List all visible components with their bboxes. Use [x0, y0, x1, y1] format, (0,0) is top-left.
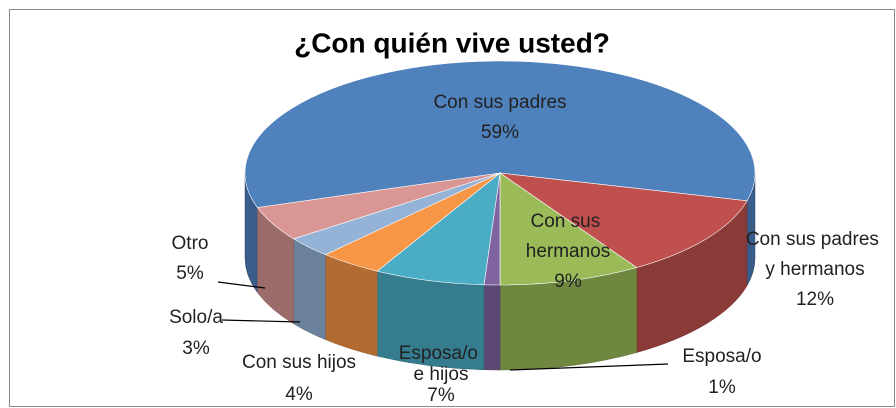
leader-line — [509, 363, 669, 371]
value-label: 4% — [285, 384, 313, 405]
category-label: Con sus hijos — [242, 352, 356, 373]
pie-side — [293, 238, 326, 341]
category-label: Otro — [172, 233, 209, 254]
value-label: 9% — [554, 271, 582, 292]
pie-slice — [499, 172, 748, 268]
leader-line — [221, 319, 301, 323]
category-label: Solo/a — [169, 307, 223, 328]
pie-slice — [376, 172, 501, 286]
value-label: 12% — [796, 289, 834, 310]
value-label: 3% — [182, 338, 210, 359]
category-label: Esposa/o e hijos — [399, 343, 484, 385]
category-label: Esposa/o — [682, 346, 761, 367]
category-label: Con sus padres y hermanos — [746, 229, 884, 280]
value-label: 5% — [176, 263, 204, 284]
pie-side — [483, 284, 501, 371]
pie-slice — [256, 172, 501, 240]
value-label: 7% — [427, 385, 455, 406]
category-label: Con sus hermanos — [526, 211, 611, 262]
value-label: 59% — [481, 122, 519, 143]
pie-side — [325, 254, 378, 357]
leader-line — [217, 281, 266, 289]
chart-title: ¿Con quién vive usted? — [294, 27, 610, 58]
pie-slice — [244, 60, 756, 208]
category-label: Con sus padres — [433, 92, 566, 113]
value-label: 1% — [708, 377, 736, 398]
pie-slice — [499, 172, 638, 286]
